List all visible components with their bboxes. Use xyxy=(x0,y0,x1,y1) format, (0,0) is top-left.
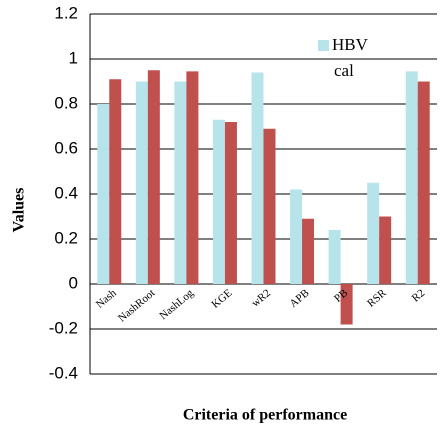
x-tick-label: NashLog xyxy=(157,287,196,322)
bar xyxy=(379,216,392,284)
y-tick-label: 0.6 xyxy=(54,138,78,157)
y-axis-title: Values xyxy=(11,188,28,233)
x-tick-label: APB xyxy=(287,287,311,310)
bar xyxy=(251,72,264,284)
y-tick-label: 1.2 xyxy=(54,3,78,22)
x-tick-label: R2 xyxy=(410,287,428,304)
bar xyxy=(212,119,225,284)
x-tick-label: RSR xyxy=(365,287,389,310)
y-tick-label: 0.4 xyxy=(54,183,78,202)
y-tick-label: 0.2 xyxy=(54,228,78,247)
x-tick-label: NashRoot xyxy=(116,287,157,324)
bar xyxy=(328,230,341,284)
bar xyxy=(340,284,353,325)
bar xyxy=(224,122,237,284)
bar xyxy=(186,71,199,284)
y-tick-label: -0.4 xyxy=(49,363,78,382)
bar xyxy=(290,189,303,284)
x-tick-label: Nash xyxy=(94,287,119,311)
bar xyxy=(302,218,315,284)
bar xyxy=(263,128,276,284)
bar xyxy=(174,81,187,284)
x-axis-title: Criteria of performance xyxy=(183,407,347,424)
legend-label: cal xyxy=(334,61,354,80)
legend-swatch xyxy=(318,40,329,51)
y-tick-label: -0.2 xyxy=(49,318,78,337)
bar xyxy=(135,81,148,284)
y-tick-label: 0 xyxy=(69,273,78,292)
bar xyxy=(97,104,110,284)
bar xyxy=(405,71,418,284)
x-tick-label: KGE xyxy=(209,287,234,311)
bar xyxy=(417,81,430,284)
bar xyxy=(367,182,380,284)
legend-label: HBV xyxy=(332,35,369,54)
x-tick-label: wR2 xyxy=(249,287,273,310)
bar xyxy=(147,70,160,284)
y-tick-label: 0.8 xyxy=(54,93,78,112)
y-tick-label: 1 xyxy=(69,48,78,67)
bar xyxy=(109,79,122,284)
